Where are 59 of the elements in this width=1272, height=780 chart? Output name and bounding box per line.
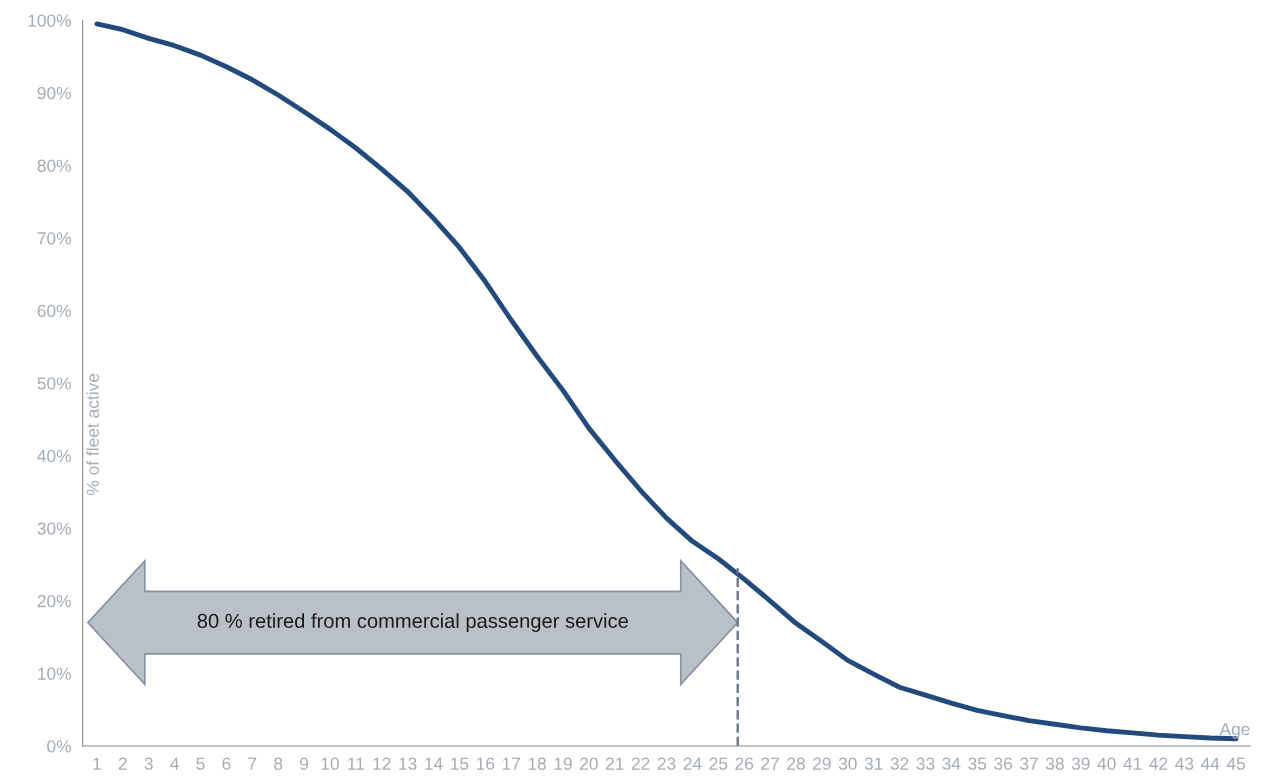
x-tick-label: 33 — [916, 757, 935, 770]
x-axis-title: Age — [1219, 723, 1250, 739]
x-tick-label: 26 — [735, 757, 754, 770]
x-tick-label: 31 — [864, 757, 883, 770]
x-tick-label: 32 — [890, 757, 909, 770]
y-tick-label: 50% — [37, 377, 71, 390]
y-tick-label: 40% — [37, 449, 71, 463]
y-tick-label: 30% — [37, 522, 71, 535]
x-tick-label: 11 — [348, 757, 364, 770]
x-tick-label: 5 — [196, 757, 205, 770]
y-tick-label: 80% — [37, 159, 71, 172]
x-tick-label: 34 — [942, 757, 961, 770]
y-tick-label: 20% — [37, 595, 71, 608]
x-tick-label: 27 — [761, 757, 779, 770]
y-axis-title: % of fleet active — [86, 373, 99, 495]
x-tick-label: 7 — [248, 757, 257, 770]
x-tick-label: 1 — [93, 757, 101, 770]
x-tick-label: 41 — [1123, 757, 1142, 770]
y-tick-label: 70% — [37, 232, 71, 245]
x-tick-label: 38 — [1045, 757, 1064, 770]
x-tick-label: 37 — [1020, 757, 1038, 770]
x-tick-label: 40 — [1097, 757, 1116, 770]
x-tick-label: 10 — [321, 757, 339, 770]
x-tick-label: 2 — [118, 757, 127, 770]
x-tick-label: 29 — [813, 757, 831, 770]
x-tick-label: 14 — [425, 757, 443, 770]
x-tick-label: 30 — [838, 757, 857, 770]
y-tick-label: 60% — [37, 304, 71, 318]
x-tick-label: 9 — [300, 757, 309, 770]
x-tick-label: 6 — [222, 757, 231, 770]
x-tick-label: 36 — [994, 757, 1013, 770]
x-tick-label: 45 — [1226, 757, 1246, 770]
x-tick-label: 21 — [605, 757, 624, 770]
x-tick-label: 4 — [170, 757, 179, 770]
x-tick-label: 13 — [399, 757, 417, 770]
x-tick-label: 42 — [1149, 757, 1168, 770]
x-tick-label: 28 — [787, 757, 805, 770]
x-tick-label: 20 — [580, 757, 598, 770]
x-tick-label: 24 — [683, 757, 702, 770]
x-tick-label: 35 — [968, 757, 987, 770]
x-tick-label: 12 — [373, 757, 391, 770]
x-tick-label: 8 — [274, 757, 283, 770]
x-tick-label: 43 — [1175, 757, 1194, 770]
y-tick-label: 0% — [47, 740, 71, 753]
y-tick-label: 100% — [28, 14, 71, 27]
x-tick-label: 16 — [476, 757, 495, 770]
x-tick-label: 17 — [502, 757, 520, 770]
x-tick-label: 44 — [1200, 757, 1220, 770]
annotation: 80 % retired from commercial passenger service — [197, 613, 628, 633]
x-tick-label: 23 — [657, 757, 676, 770]
x-tick-label: 25 — [709, 757, 728, 770]
x-tick-label: 3 — [144, 757, 153, 770]
x-tick-label: 18 — [528, 757, 546, 770]
x-tick-label: 19 — [554, 757, 572, 770]
y-tick-label: 90% — [37, 87, 71, 100]
x-tick-label: 22 — [631, 757, 650, 770]
y-tick-label: 10% — [38, 667, 71, 680]
x-tick-label: 39 — [1071, 757, 1090, 770]
x-tick-label: 15 — [451, 757, 469, 770]
